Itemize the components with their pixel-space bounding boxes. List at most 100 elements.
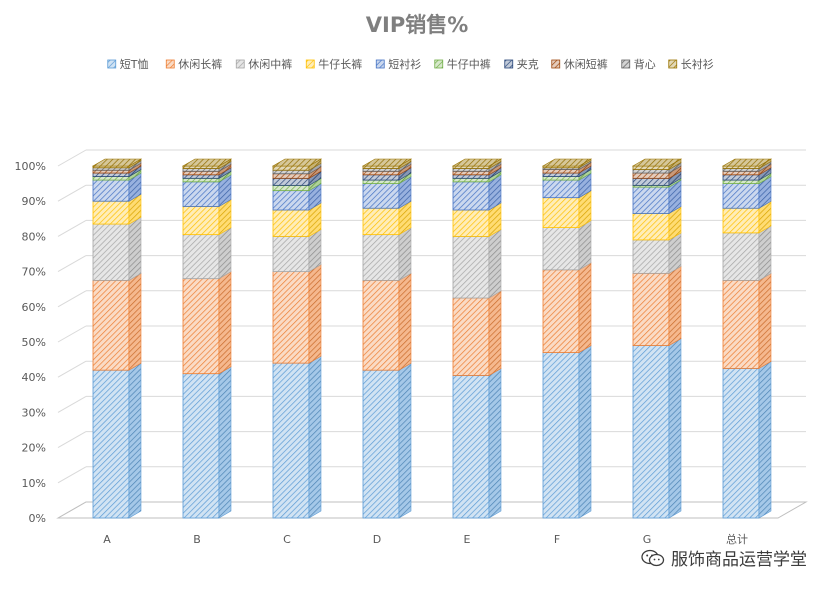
bar-front [452,168,490,172]
bar-front [542,227,580,271]
bar-side [668,337,682,519]
bar-segment [722,360,772,519]
bar-side [758,225,772,281]
bar-front [362,234,400,281]
y-axis: 0% 10% 20% 30% 40% 50% 60% 70% 80% 90% 100% [15,160,46,525]
bar-front [632,165,670,170]
legend-label: 牛仔长裤 [318,57,362,71]
legend-item: 短衬衫 [375,57,421,71]
bar-segment [182,174,232,208]
bar-stack [181,158,233,519]
bar-front [272,362,310,519]
bar-segment [542,345,592,519]
bar-front [92,279,130,371]
legend-item: 长衬衫 [668,58,714,71]
bar-front [92,200,130,225]
watermark-text: 服饰商品运营学堂 [671,550,807,570]
bar-front [362,170,400,176]
legend-item: 背心 [621,57,656,71]
bar-side [398,272,412,371]
bar-segment [542,262,592,354]
bar-front [362,369,400,519]
bar-front [272,190,310,211]
x-tick-label: A [103,533,111,546]
bar-segment [632,232,682,274]
bar-segment [362,272,412,371]
bar-front [632,272,670,346]
gridline-diag [57,184,87,202]
bar-front [632,213,670,241]
legend-item: 休闲长裤 [165,57,222,71]
bar-front [452,177,490,183]
bar-side [578,262,592,354]
gridline-diag [57,360,87,378]
bar-front [722,183,760,209]
bar-top [541,158,593,167]
bar-side [128,272,142,371]
bar-segment [272,355,322,519]
bar-front [182,181,220,207]
bar-front [272,209,310,237]
bar-front [632,186,670,214]
bar-top [631,158,683,167]
bar-segment [362,176,412,209]
bar-front [452,165,490,169]
bar-front [182,234,220,280]
bar-front [182,177,220,183]
bar-segment [722,200,772,234]
legend-swatch [235,59,245,69]
bars [91,158,773,519]
bar-top [721,158,773,167]
x-tick-label: D [373,533,381,546]
bar-front [542,352,580,519]
bar-front [452,235,490,299]
bar-segment [452,174,502,211]
bar-stack [631,158,683,519]
legend-swatch [375,59,385,69]
bar-front [362,279,400,371]
bar-side [758,272,772,369]
bar-front [722,165,760,169]
bar-segment [722,163,772,176]
bar-side [308,264,322,364]
bar-stack [541,158,593,519]
bar-stack [271,158,323,519]
bar-front [362,183,400,209]
legend-swatch [621,59,631,69]
bar-segment [272,202,322,237]
bar-top [91,158,143,167]
bar-stack [91,158,143,519]
bar-segment [452,228,502,299]
x-tick-label: C [283,533,291,546]
legend-label: 长衬衫 [681,58,714,71]
bar-front [362,179,400,185]
bar-segment [92,362,142,519]
bar-front [272,184,310,192]
bar-segment [722,225,772,281]
bar-front [542,176,580,181]
legend-item: 牛仔长裤 [305,57,362,71]
bar-front [182,174,220,179]
legend-item: 夹克 [504,58,539,71]
bar-segment [92,216,142,281]
bar-side [578,345,592,519]
legend-label: 休闲长裤 [178,57,222,71]
legend-item: 牛仔中裤 [434,57,491,71]
bar-front [632,172,670,179]
chart-floor [56,501,808,519]
bar-front [182,165,220,169]
legend-item: 短T恤 [107,57,148,71]
x-tick-label: E [464,533,471,546]
bar-front [722,174,760,181]
bar-side [128,216,142,281]
bar-segment [182,271,232,375]
y-tick-label: 30% [22,406,46,419]
bar-stack [451,158,503,519]
bar-side [398,227,412,281]
x-axis: A B C D E F G 总计 [103,532,748,546]
y-tick-label: 70% [22,266,46,279]
bar-front [542,172,580,177]
bar-segment [182,366,232,519]
bar-side [488,367,502,519]
bar-front [272,173,310,179]
